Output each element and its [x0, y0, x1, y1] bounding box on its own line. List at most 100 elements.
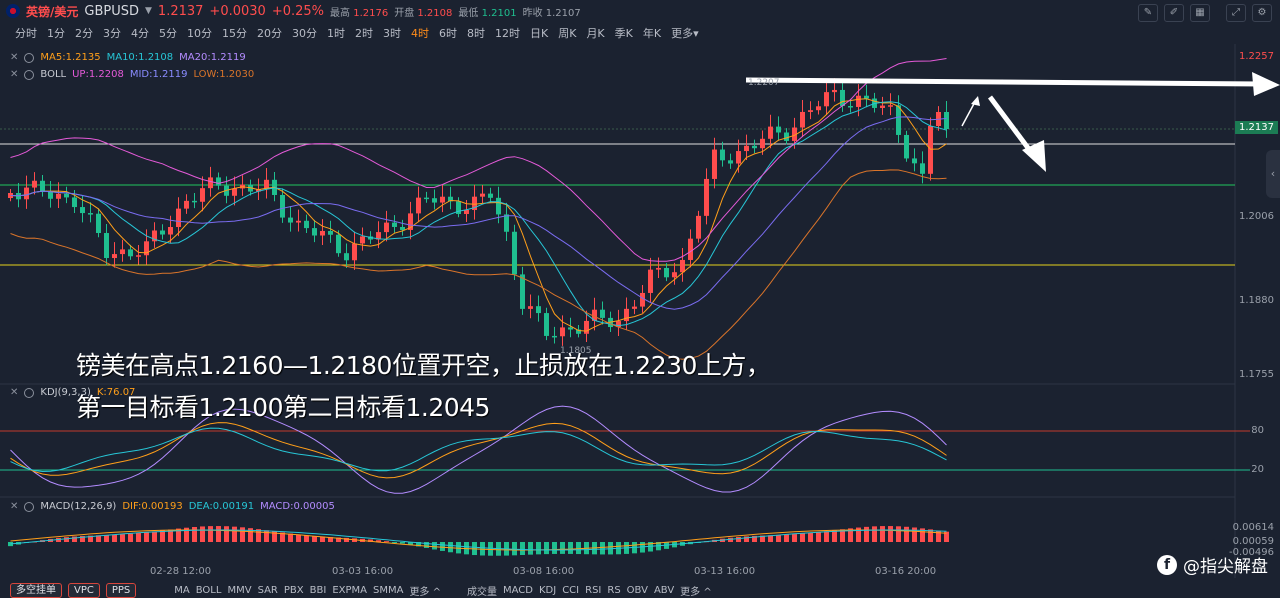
gear-icon[interactable] — [24, 69, 35, 80]
macd-bar — [200, 526, 205, 542]
boll-upper-line — [10, 58, 947, 262]
high-marker: 1.2207 — [748, 78, 780, 88]
tab-timeframe[interactable]: 日K — [530, 27, 549, 40]
macd-bar — [944, 531, 949, 542]
settings-icon[interactable]: ⚙ — [1252, 4, 1272, 22]
candle — [400, 226, 405, 230]
macd-bar — [424, 542, 429, 548]
tab-timeframe[interactable]: 2时 — [355, 27, 373, 40]
tab-timeframe[interactable]: 月K — [586, 27, 605, 40]
symbol-code[interactable]: GBPUSD — [84, 3, 139, 19]
candle — [808, 110, 813, 112]
kdj-j-line — [10, 405, 947, 494]
tab-timeframe[interactable]: 年K — [642, 27, 662, 40]
tab-timeframe[interactable]: 5分 — [159, 27, 177, 40]
candle — [736, 151, 741, 164]
candle — [32, 180, 37, 188]
close-icon[interactable]: ✕ — [10, 69, 19, 80]
tab-timeframe[interactable]: 4时 — [411, 27, 429, 40]
main-indicator-tab[interactable]: MMV — [227, 584, 252, 596]
tab-timeframe[interactable]: 1分 — [47, 27, 65, 40]
kdj-legend: ✕ KDJ(9,3,3) K:76.07 — [10, 387, 135, 398]
candle — [192, 200, 197, 203]
tab-timeframe[interactable]: 3分 — [103, 27, 121, 40]
sub-indicator-tab[interactable]: CCI — [562, 584, 580, 596]
tab-timeframe[interactable]: 周K — [558, 27, 577, 40]
candle — [696, 215, 701, 239]
collapse-panel-icon[interactable]: ‹ — [1266, 150, 1280, 198]
symbol-name[interactable]: 英镑/美元 — [26, 4, 79, 19]
candle — [744, 145, 749, 152]
tab-timeframe[interactable]: 15分 — [222, 27, 247, 40]
bottom-button[interactable]: PPS — [105, 582, 137, 598]
main-indicator-tab[interactable]: PBX — [283, 584, 304, 596]
tab-timeframe[interactable]: 30分 — [292, 27, 317, 40]
main-indicator-tab[interactable]: SMMA — [372, 584, 404, 596]
gear-icon[interactable] — [24, 387, 35, 398]
edit-icon[interactable]: ✐ — [1164, 4, 1184, 22]
sub-indicator-tab[interactable]: MACD — [503, 584, 533, 596]
tab-timeframe[interactable]: 更多▾ — [671, 27, 699, 40]
macd-hist-value: MACD:0.00005 — [260, 501, 335, 512]
candle — [520, 274, 525, 309]
price-change: +0.0030 — [209, 3, 266, 19]
price-change-pct: +0.25% — [271, 3, 325, 19]
gear-icon[interactable] — [24, 501, 35, 512]
macd-bar — [160, 530, 165, 542]
tab-timeframe[interactable]: 20分 — [257, 27, 282, 40]
sub-indicator-tab[interactable]: RSI — [585, 584, 602, 596]
tab-timeframe[interactable]: 分时 — [15, 27, 37, 40]
fullscreen-icon[interactable]: ⤢ — [1226, 4, 1246, 22]
main-indicator-tab[interactable]: BBI — [309, 584, 327, 596]
bottom-toolbar: 多空挂单 VPC PPS MA BOLL MMV SAR PBX BBI EXPMA SMMA 更多 … — [0, 582, 1280, 598]
main-indicator-tab[interactable]: BOLL — [195, 584, 222, 596]
sub-indicator-tab[interactable]: KDJ — [538, 584, 557, 596]
sub-indicator-tab[interactable]: ABV — [653, 584, 675, 596]
draw-tool-icon[interactable]: ✎ — [1138, 4, 1158, 22]
main-indicator-tab[interactable]: EXPMA — [332, 584, 367, 596]
sub-indicator-tab[interactable]: 成交量 — [467, 586, 497, 598]
macd-bar — [872, 526, 877, 542]
candle — [144, 241, 149, 256]
candle — [632, 306, 637, 309]
tab-timeframe[interactable]: 3时 — [383, 27, 401, 40]
macd-bar — [224, 526, 229, 542]
sub-indicator-tab[interactable]: OBV — [626, 584, 648, 596]
macd-bar — [776, 534, 781, 542]
candle — [264, 179, 269, 190]
tab-timeframe[interactable]: 1时 — [327, 27, 345, 40]
close-icon[interactable]: ✕ — [10, 52, 19, 63]
chevron-down-icon[interactable]: ▼ — [145, 6, 152, 16]
ma5-value: MA5:1.2135 — [40, 52, 101, 63]
bottom-button[interactable]: 多空挂单 — [10, 582, 62, 598]
candle — [856, 95, 861, 107]
symbol-header: 英镑/美元 GBPUSD ▼ 1.2137 +0.0030 +0.25% 最高 … — [0, 0, 1280, 22]
tab-timeframe[interactable]: 2分 — [75, 27, 93, 40]
tab-timeframe[interactable]: 10分 — [187, 27, 212, 40]
tab-timeframe[interactable]: 6时 — [439, 27, 457, 40]
tab-timeframe[interactable]: 8时 — [467, 27, 485, 40]
time-label: 03-13 16:00 — [694, 566, 756, 577]
bottom-button[interactable]: VPC — [68, 582, 100, 598]
main-indicator-tab[interactable]: 更多 ^ — [409, 586, 441, 598]
candle — [232, 188, 237, 196]
macd-bar — [760, 535, 765, 542]
close-icon[interactable]: ✕ — [10, 501, 19, 512]
sub-indicator-tab[interactable]: RS — [607, 584, 621, 596]
macd-bar — [216, 526, 221, 542]
boll-mid-value: MID:1.2119 — [129, 69, 188, 80]
candle — [280, 194, 285, 218]
main-indicator-tab[interactable]: SAR — [257, 584, 278, 596]
tab-timeframe[interactable]: 4分 — [131, 27, 149, 40]
tab-timeframe[interactable]: 季K — [614, 27, 633, 40]
gear-icon[interactable] — [24, 52, 35, 63]
timeframe-tabs: 分时 1分 2分 3分 4分 5分 10分 15分 20分 30分 1时 2时 3时 4时 6时 8时 12时日… — [0, 24, 704, 44]
candle — [552, 335, 557, 338]
main-indicator-tab[interactable]: MA — [174, 584, 190, 596]
tab-timeframe[interactable]: 12时 — [495, 27, 520, 40]
sub-indicator-tab[interactable]: 更多 ^ — [680, 586, 712, 598]
candle — [424, 197, 429, 200]
close-icon[interactable]: ✕ — [10, 387, 19, 398]
layout-icon[interactable]: ▦ — [1190, 4, 1210, 22]
